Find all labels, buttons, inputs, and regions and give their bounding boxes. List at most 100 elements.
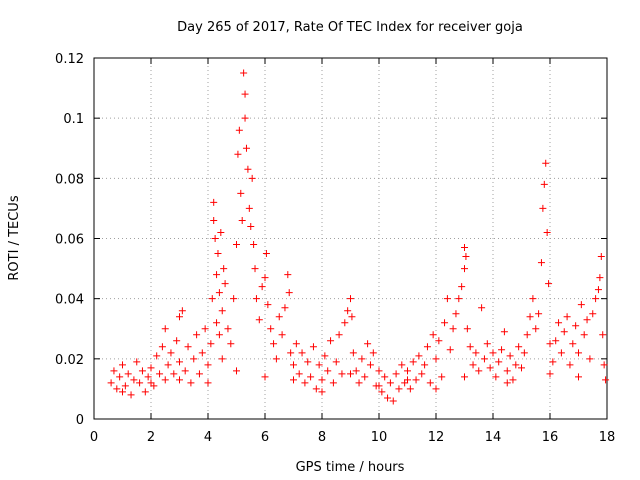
data-point xyxy=(204,361,212,369)
data-point xyxy=(492,373,500,381)
data-point xyxy=(315,361,323,369)
y-tick-label: 0.02 xyxy=(55,353,84,368)
data-point xyxy=(252,295,260,303)
data-point xyxy=(307,373,315,381)
data-point xyxy=(438,373,446,381)
data-point xyxy=(158,343,166,351)
data-point xyxy=(462,253,470,261)
data-point xyxy=(304,358,312,366)
data-point xyxy=(287,349,295,357)
data-point xyxy=(466,343,474,351)
data-point xyxy=(250,241,258,249)
data-point xyxy=(240,69,248,77)
data-point xyxy=(546,370,554,378)
data-points xyxy=(107,69,610,405)
data-point xyxy=(207,340,215,348)
data-point xyxy=(113,385,121,393)
data-point xyxy=(347,295,354,303)
data-point xyxy=(227,340,235,348)
data-point xyxy=(344,307,352,315)
data-point xyxy=(119,388,126,396)
data-point xyxy=(583,316,591,324)
data-point xyxy=(224,325,232,333)
data-point xyxy=(458,283,466,291)
data-point xyxy=(301,379,309,387)
data-point xyxy=(432,385,440,393)
data-point xyxy=(153,352,161,360)
data-point xyxy=(275,313,283,321)
y-tick-label: 0.08 xyxy=(55,172,84,187)
data-point xyxy=(532,325,540,333)
data-point xyxy=(309,343,317,351)
data-point xyxy=(495,358,503,366)
data-point xyxy=(596,274,604,282)
data-point xyxy=(261,373,269,381)
data-point xyxy=(204,379,212,387)
data-point xyxy=(230,295,238,303)
data-point xyxy=(290,361,297,369)
x-tick-label: 14 xyxy=(485,430,502,445)
data-point xyxy=(375,382,383,390)
data-point xyxy=(178,307,186,315)
data-point xyxy=(375,367,383,375)
y-tick-label: 0.04 xyxy=(55,293,84,308)
data-point xyxy=(176,358,183,366)
data-point xyxy=(572,322,580,330)
data-point xyxy=(156,370,164,378)
data-point xyxy=(461,373,468,381)
data-point xyxy=(213,319,221,327)
data-point xyxy=(489,349,497,357)
data-point xyxy=(401,379,409,387)
data-point xyxy=(211,235,219,242)
data-point xyxy=(602,376,610,384)
data-point xyxy=(138,367,146,375)
data-point xyxy=(392,370,400,378)
data-point xyxy=(258,283,266,291)
data-point xyxy=(557,349,565,357)
data-point xyxy=(247,222,255,230)
data-point xyxy=(480,355,488,363)
x-tick-label: 0 xyxy=(90,430,98,445)
data-point xyxy=(290,376,297,384)
data-point xyxy=(233,367,240,375)
data-point xyxy=(245,204,253,212)
data-point xyxy=(214,250,222,258)
data-point xyxy=(415,352,423,360)
data-point xyxy=(136,379,144,387)
data-point xyxy=(141,388,149,396)
data-point xyxy=(515,343,523,351)
data-point xyxy=(384,394,392,402)
data-point xyxy=(295,370,303,378)
data-point xyxy=(233,241,240,249)
data-point xyxy=(318,388,326,396)
data-point xyxy=(575,349,582,357)
data-point xyxy=(526,313,534,321)
data-point xyxy=(278,331,286,339)
data-point xyxy=(404,367,411,375)
data-point xyxy=(107,379,115,387)
data-point xyxy=(116,373,124,381)
x-tick-label: 10 xyxy=(371,430,388,445)
data-point xyxy=(327,337,335,345)
data-point xyxy=(292,340,300,348)
data-point xyxy=(241,114,249,122)
data-point xyxy=(369,349,377,357)
data-point xyxy=(121,382,129,390)
data-point xyxy=(352,367,360,375)
data-point xyxy=(539,204,547,212)
data-point xyxy=(409,358,417,366)
data-point xyxy=(364,340,372,348)
data-point xyxy=(161,325,169,333)
data-point xyxy=(262,250,270,258)
data-point xyxy=(435,337,443,345)
x-tick-label: 12 xyxy=(428,430,445,445)
data-point xyxy=(235,126,243,134)
data-point xyxy=(298,349,306,357)
data-point xyxy=(575,373,582,381)
data-point xyxy=(432,355,440,363)
data-point xyxy=(381,373,389,381)
data-point xyxy=(586,355,594,363)
data-point xyxy=(248,174,256,182)
data-point xyxy=(264,301,272,309)
data-point xyxy=(452,310,460,318)
